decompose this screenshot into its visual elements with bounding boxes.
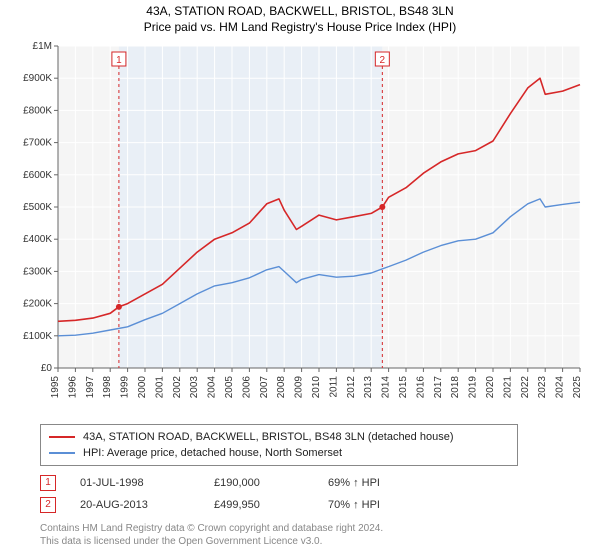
svg-text:2013: 2013: [363, 376, 374, 399]
svg-text:£900K: £900K: [23, 73, 52, 84]
line-chart-svg: £0 £100K £200K £300K £400K £500K £600K £700K £80…: [10, 38, 590, 418]
svg-text:2005: 2005: [224, 376, 235, 399]
sale-price-2: £499,950: [214, 499, 304, 511]
svg-text:1: 1: [116, 55, 122, 66]
svg-text:2006: 2006: [241, 376, 252, 399]
svg-text:2021: 2021: [502, 376, 513, 399]
svg-text:2020: 2020: [485, 376, 496, 399]
svg-text:2007: 2007: [259, 376, 270, 399]
svg-text:2024: 2024: [555, 376, 566, 399]
legend-label-hpi: HPI: Average price, detached house, Nort…: [83, 445, 342, 461]
svg-text:2014: 2014: [381, 376, 392, 399]
svg-text:£700K: £700K: [23, 138, 52, 149]
title-sub: Price paid vs. HM Land Registry's House …: [0, 20, 600, 34]
svg-text:£500K: £500K: [23, 202, 52, 213]
svg-text:2: 2: [380, 55, 386, 66]
legend-label-property: 43A, STATION ROAD, BACKWELL, BRISTOL, BS…: [83, 429, 454, 445]
svg-text:2009: 2009: [294, 376, 305, 399]
svg-text:£300K: £300K: [23, 266, 52, 277]
sales-row-2: 2 20-AUG-2013 £499,950 70% ↑ HPI: [40, 494, 540, 516]
sale-hpi-1: 69% ↑ HPI: [328, 477, 418, 489]
svg-text:£200K: £200K: [23, 299, 52, 310]
svg-text:2001: 2001: [154, 376, 165, 399]
svg-text:2018: 2018: [450, 376, 461, 399]
sale-marker-1: 1: [40, 475, 56, 491]
sale-price-1: £190,000: [214, 477, 304, 489]
svg-text:£0: £0: [41, 363, 53, 374]
legend-row-property: 43A, STATION ROAD, BACKWELL, BRISTOL, BS…: [49, 429, 509, 445]
chart-container: 43A, STATION ROAD, BACKWELL, BRISTOL, BS…: [0, 0, 600, 560]
footer: Contains HM Land Registry data © Crown c…: [40, 522, 590, 548]
legend: 43A, STATION ROAD, BACKWELL, BRISTOL, BS…: [40, 424, 518, 466]
svg-text:£100K: £100K: [23, 331, 52, 342]
title-block: 43A, STATION ROAD, BACKWELL, BRISTOL, BS…: [0, 0, 600, 34]
legend-row-hpi: HPI: Average price, detached house, Nort…: [49, 445, 509, 461]
legend-swatch-hpi: [49, 452, 75, 454]
footer-line-2: This data is licensed under the Open Gov…: [40, 535, 590, 548]
svg-text:2008: 2008: [276, 376, 287, 399]
svg-text:2000: 2000: [137, 376, 148, 399]
sale-marker-2: 2: [40, 497, 56, 513]
svg-text:1999: 1999: [120, 376, 131, 399]
svg-text:1997: 1997: [85, 376, 96, 399]
svg-text:2003: 2003: [189, 376, 200, 399]
svg-text:2022: 2022: [520, 376, 531, 399]
svg-text:2017: 2017: [433, 376, 444, 399]
svg-text:2025: 2025: [572, 376, 583, 399]
svg-text:2019: 2019: [468, 376, 479, 399]
svg-text:2011: 2011: [328, 376, 339, 398]
footer-line-1: Contains HM Land Registry data © Crown c…: [40, 522, 590, 535]
svg-text:2010: 2010: [311, 376, 322, 399]
svg-text:£600K: £600K: [23, 170, 52, 181]
svg-text:1995: 1995: [50, 376, 61, 399]
title-main: 43A, STATION ROAD, BACKWELL, BRISTOL, BS…: [0, 4, 600, 18]
svg-text:2015: 2015: [398, 376, 409, 399]
sale-hpi-2: 70% ↑ HPI: [328, 499, 418, 511]
svg-text:1996: 1996: [67, 376, 78, 399]
chart-area: £0 £100K £200K £300K £400K £500K £600K £700K £80…: [10, 38, 590, 418]
sale-date-1: 01-JUL-1998: [80, 477, 190, 489]
svg-text:2016: 2016: [415, 376, 426, 399]
svg-text:2023: 2023: [537, 376, 548, 399]
legend-swatch-property: [49, 436, 75, 438]
svg-text:£400K: £400K: [23, 234, 52, 245]
sales-table: 1 01-JUL-1998 £190,000 69% ↑ HPI 2 20-AU…: [40, 472, 540, 516]
svg-text:£800K: £800K: [23, 105, 52, 116]
svg-text:£1M: £1M: [33, 41, 52, 52]
svg-text:2002: 2002: [172, 376, 183, 399]
svg-text:2004: 2004: [207, 376, 218, 399]
sale-date-2: 20-AUG-2013: [80, 499, 190, 511]
svg-text:2012: 2012: [346, 376, 357, 399]
sales-row-1: 1 01-JUL-1998 £190,000 69% ↑ HPI: [40, 472, 540, 494]
svg-text:1998: 1998: [102, 376, 113, 399]
